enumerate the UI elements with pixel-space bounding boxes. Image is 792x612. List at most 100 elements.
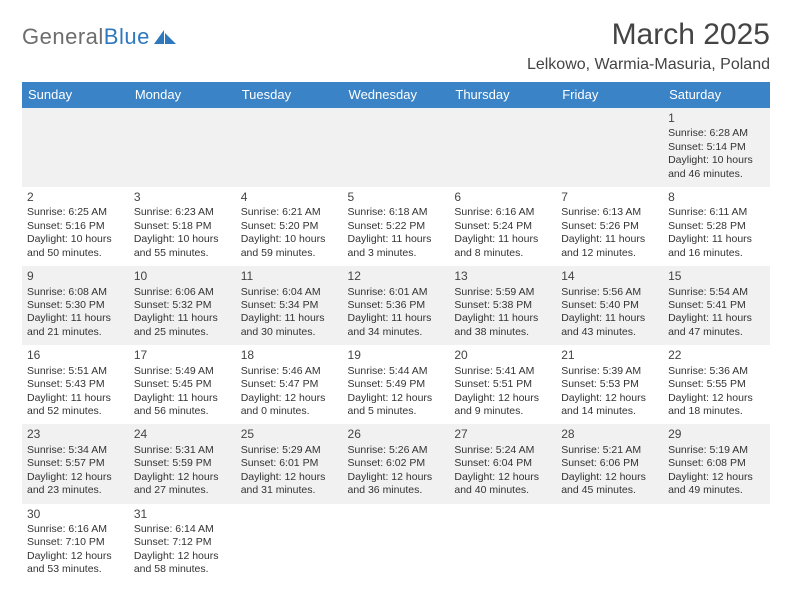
sunset-line: Sunset: 5:34 PM [241, 299, 338, 312]
calendar-week: 9Sunrise: 6:08 AMSunset: 5:30 PMDaylight… [22, 266, 770, 345]
daylight-line: Daylight: 10 hours and 50 minutes. [27, 233, 124, 260]
day-number: 22 [668, 348, 765, 363]
day-number: 31 [134, 507, 231, 522]
sunset-line: Sunset: 5:22 PM [348, 220, 445, 233]
weekday-thursday: Thursday [449, 82, 556, 108]
daylight-line: Daylight: 11 hours and 25 minutes. [134, 312, 231, 339]
day-number: 13 [454, 269, 551, 284]
day-number: 20 [454, 348, 551, 363]
empty-cell [129, 108, 236, 187]
sunrise-line: Sunrise: 6:01 AM [348, 286, 445, 299]
daylight-line: Daylight: 12 hours and 27 minutes. [134, 471, 231, 498]
sunrise-line: Sunrise: 5:24 AM [454, 444, 551, 457]
calendar-body: 1Sunrise: 6:28 AMSunset: 5:14 PMDaylight… [22, 108, 770, 583]
empty-cell [449, 504, 556, 583]
sunset-line: Sunset: 6:08 PM [668, 457, 765, 470]
empty-cell [343, 108, 450, 187]
sunset-line: Sunset: 5:45 PM [134, 378, 231, 391]
sunrise-line: Sunrise: 6:18 AM [348, 206, 445, 219]
sunrise-line: Sunrise: 5:39 AM [561, 365, 658, 378]
day-number: 27 [454, 427, 551, 442]
sunset-line: Sunset: 6:04 PM [454, 457, 551, 470]
daylight-line: Daylight: 12 hours and 40 minutes. [454, 471, 551, 498]
sunset-line: Sunset: 5:51 PM [454, 378, 551, 391]
sunset-line: Sunset: 5:14 PM [668, 141, 765, 154]
day-cell: 19Sunrise: 5:44 AMSunset: 5:49 PMDayligh… [343, 345, 450, 424]
daylight-line: Daylight: 12 hours and 5 minutes. [348, 392, 445, 419]
day-cell: 23Sunrise: 5:34 AMSunset: 5:57 PMDayligh… [22, 424, 129, 503]
day-number: 26 [348, 427, 445, 442]
sunset-line: Sunset: 5:49 PM [348, 378, 445, 391]
weekday-friday: Friday [556, 82, 663, 108]
empty-cell [22, 108, 129, 187]
daylight-line: Daylight: 12 hours and 58 minutes. [134, 550, 231, 577]
sunset-line: Sunset: 5:53 PM [561, 378, 658, 391]
sunset-line: Sunset: 5:36 PM [348, 299, 445, 312]
sunset-line: Sunset: 5:28 PM [668, 220, 765, 233]
daylight-line: Daylight: 11 hours and 3 minutes. [348, 233, 445, 260]
sunset-line: Sunset: 6:02 PM [348, 457, 445, 470]
empty-cell [556, 504, 663, 583]
day-cell: 16Sunrise: 5:51 AMSunset: 5:43 PMDayligh… [22, 345, 129, 424]
day-cell: 17Sunrise: 5:49 AMSunset: 5:45 PMDayligh… [129, 345, 236, 424]
day-cell: 28Sunrise: 5:21 AMSunset: 6:06 PMDayligh… [556, 424, 663, 503]
sunrise-line: Sunrise: 5:26 AM [348, 444, 445, 457]
weekday-saturday: Saturday [663, 82, 770, 108]
day-cell: 13Sunrise: 5:59 AMSunset: 5:38 PMDayligh… [449, 266, 556, 345]
sunset-line: Sunset: 5:57 PM [27, 457, 124, 470]
daylight-line: Daylight: 11 hours and 56 minutes. [134, 392, 231, 419]
daylight-line: Daylight: 12 hours and 14 minutes. [561, 392, 658, 419]
empty-cell [343, 504, 450, 583]
day-number: 16 [27, 348, 124, 363]
day-number: 3 [134, 190, 231, 205]
day-cell: 25Sunrise: 5:29 AMSunset: 6:01 PMDayligh… [236, 424, 343, 503]
daylight-line: Daylight: 11 hours and 47 minutes. [668, 312, 765, 339]
day-number: 19 [348, 348, 445, 363]
day-cell: 31Sunrise: 6:14 AMSunset: 7:12 PMDayligh… [129, 504, 236, 583]
daylight-line: Daylight: 11 hours and 34 minutes. [348, 312, 445, 339]
day-number: 25 [241, 427, 338, 442]
day-number: 29 [668, 427, 765, 442]
sunrise-line: Sunrise: 6:04 AM [241, 286, 338, 299]
daylight-line: Daylight: 11 hours and 21 minutes. [27, 312, 124, 339]
day-number: 21 [561, 348, 658, 363]
sunrise-line: Sunrise: 6:08 AM [27, 286, 124, 299]
sunrise-line: Sunrise: 6:21 AM [241, 206, 338, 219]
sunrise-line: Sunrise: 6:13 AM [561, 206, 658, 219]
sunrise-line: Sunrise: 5:54 AM [668, 286, 765, 299]
sunrise-line: Sunrise: 6:06 AM [134, 286, 231, 299]
day-cell: 27 Sunrise: 5:24 AMSunset: 6:04 PMDayligh… [449, 424, 556, 503]
day-cell: 2Sunrise: 6:25 AMSunset: 5:16 PMDaylight… [22, 187, 129, 266]
sunrise-line: Sunrise: 6:25 AM [27, 206, 124, 219]
day-number: 8 [668, 190, 765, 205]
day-cell: 26Sunrise: 5:26 AMSunset: 6:02 PMDayligh… [343, 424, 450, 503]
day-cell: 5Sunrise: 6:18 AMSunset: 5:22 PMDaylight… [343, 187, 450, 266]
calendar-week: 16 Sunrise: 5:51 AMSunset: 5:43 PM Dayligh… [22, 345, 770, 424]
day-cell: 7Sunrise: 6:13 AMSunset: 5:26 PMDaylight… [556, 187, 663, 266]
day-number: 10 [134, 269, 231, 284]
sunset-line: Sunset: 5:18 PM [134, 220, 231, 233]
sunrise-line: Sunrise: 5:41 AM [454, 365, 551, 378]
empty-cell [663, 504, 770, 583]
header: GeneralBlue March 2025 Lelkowo, Warmia-M… [22, 18, 770, 74]
daylight-line: Daylight: 11 hours and 30 minutes. [241, 312, 338, 339]
daylight-line: Daylight: 12 hours and 49 minutes. [668, 471, 765, 498]
day-cell: 9Sunrise: 6:08 AMSunset: 5:30 PMDaylight… [22, 266, 129, 345]
weekday-header: SundayMondayTuesdayWednesdayThursdayFrid… [22, 82, 770, 108]
day-number: 4 [241, 190, 338, 205]
day-cell: 30Sunrise: 6:16 AMSunset: 7:10 PMDayligh… [22, 504, 129, 583]
sunset-line: Sunset: 5:38 PM [454, 299, 551, 312]
day-number: 24 [134, 427, 231, 442]
title-block: March 2025 Lelkowo, Warmia-Masuria, Pola… [527, 18, 770, 74]
day-cell: 24Sunrise: 5:31 AMSunset: 5:59 PMDayligh… [129, 424, 236, 503]
sunrise-line: Sunrise: 5:51 AM [27, 365, 124, 378]
daylight-line: Daylight: 12 hours and 31 minutes. [241, 471, 338, 498]
sunset-line: Sunset: 5:43 PM [27, 378, 124, 391]
empty-cell [556, 108, 663, 187]
sunset-line: Sunset: 7:12 PM [134, 536, 231, 549]
sunrise-line: Sunrise: 5:56 AM [561, 286, 658, 299]
day-number: 23 [27, 427, 124, 442]
empty-cell [449, 108, 556, 187]
day-cell: 12Sunrise: 6:01 AMSunset: 5:36 PMDayligh… [343, 266, 450, 345]
sunset-line: Sunset: 5:47 PM [241, 378, 338, 391]
